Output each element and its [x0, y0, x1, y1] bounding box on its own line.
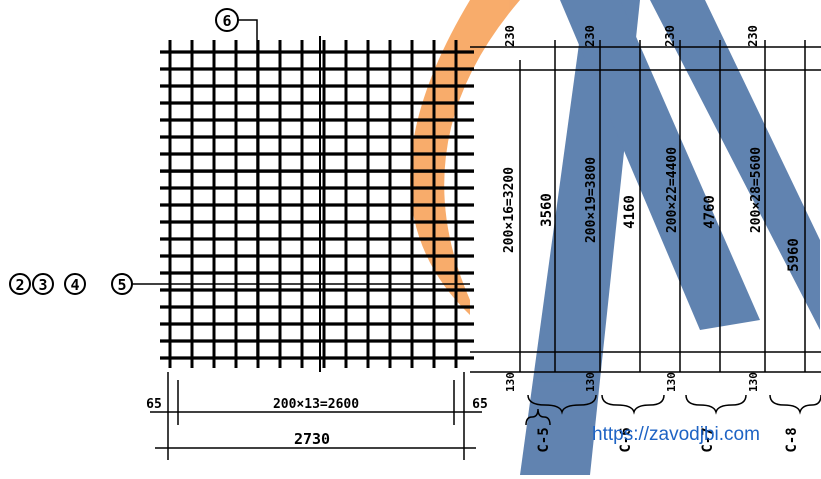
- dim-edge-right: 65: [472, 397, 488, 412]
- callout-3-circle: [32, 273, 54, 295]
- col-1-brace: [525, 408, 551, 426]
- col-2-bottom: 130: [584, 372, 597, 392]
- col-1-spacing: 200×16=3200: [502, 167, 517, 253]
- col-2-spacing: 200×19=3800: [584, 157, 599, 243]
- callout-6-label: 6: [222, 12, 231, 30]
- watermark-stripe-3: [560, 0, 760, 330]
- col-4-length: 5960: [786, 238, 802, 272]
- col-2-label: C-6: [618, 427, 634, 452]
- col-2-length: 4160: [622, 195, 638, 229]
- dim-edge-left: 65: [146, 397, 162, 412]
- dim-total: 2730: [294, 430, 330, 448]
- watermark-swoosh: [410, 0, 520, 315]
- col-4-brace: [769, 394, 821, 415]
- col-2-brace: [601, 394, 665, 415]
- callout-6-leader: [238, 19, 258, 360]
- rebar-mesh: [160, 36, 474, 372]
- callout-4-circle: [64, 273, 86, 295]
- callouts-2-5: 2 3 4 5: [9, 273, 470, 295]
- col-4-top: 230: [746, 25, 760, 47]
- callout-2-label: 2: [15, 276, 24, 294]
- col-3-top: 230: [663, 25, 677, 47]
- col-1-length: 3560: [539, 193, 555, 227]
- col-4-label: C-8: [784, 427, 800, 452]
- col-3-label: C-7: [700, 427, 716, 452]
- callout-2-circle: [9, 273, 31, 295]
- watermark-url: https://zavodjbi.com: [592, 424, 760, 445]
- col-3-brace: [685, 394, 747, 415]
- col-1-label: C-5: [536, 427, 552, 452]
- watermark-stripe-2: [650, 0, 820, 330]
- col-4-spacing: 200×28=5600: [749, 147, 764, 233]
- mesh-dimensions: 65 65 200×13=2600 2730: [146, 372, 488, 460]
- col-3-length: 4760: [702, 195, 718, 229]
- col-3-bottom: 130: [665, 372, 678, 392]
- callout-6: 6: [215, 8, 258, 360]
- watermark-stripe-1: [520, 0, 640, 475]
- callout-4-label: 4: [70, 276, 79, 294]
- watermark-logo: [410, 0, 820, 475]
- col-4-bottom: 130: [747, 372, 760, 392]
- col-1-top: 230: [503, 25, 517, 47]
- col-2-top: 230: [583, 25, 597, 47]
- col-3-spacing: 200×22=4400: [665, 147, 680, 233]
- col-1-bottom: 130: [504, 372, 517, 392]
- callout-5-label: 5: [117, 276, 126, 294]
- dim-spacing: 200×13=2600: [273, 397, 359, 412]
- col-1-brace-curve: [527, 394, 597, 415]
- column-dimensions: 230 230 230 230 200×16=3200 200×19=3800 …: [470, 25, 821, 453]
- callout-3-label: 3: [38, 276, 47, 294]
